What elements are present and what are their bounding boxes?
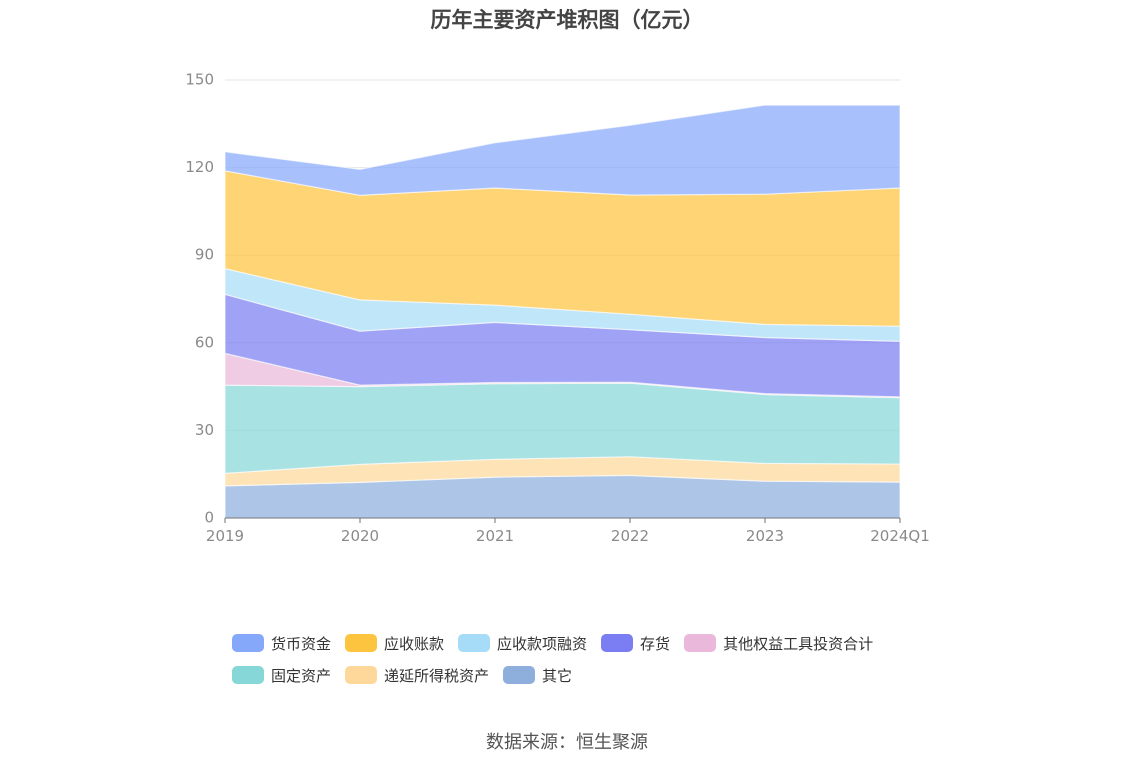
legend-swatch: [601, 634, 634, 652]
data-source: 数据来源：恒生聚源: [486, 732, 648, 753]
legend-swatch: [458, 634, 491, 652]
axes: [224, 517, 901, 523]
x-tick-label: 2020: [341, 527, 379, 545]
legend-label: 其它: [542, 666, 573, 685]
legend-item[interactable]: 其它: [503, 665, 572, 686]
x-tick-label: 2022: [611, 527, 649, 545]
x-tick-label: 2021: [476, 527, 514, 545]
legend-label: 其他权益工具投资合计: [723, 634, 874, 653]
legend-label: 货币资金: [271, 634, 332, 653]
y-tick-label: 90: [195, 246, 214, 264]
legend-swatch: [684, 634, 717, 652]
x-tick-label: 2019: [206, 527, 244, 545]
legend-swatch: [345, 666, 378, 684]
legend-item[interactable]: 存货: [601, 633, 670, 654]
legend-swatch: [503, 666, 536, 684]
legend-row: 固定资产 递延所得税资产 其它: [232, 662, 932, 688]
area-series-货币资金: [224, 104, 901, 196]
legend-row: 货币资金 应收账款 应收款项融资 存货 其他权益工具投资合计: [232, 630, 932, 656]
legend-label: 应收账款: [384, 634, 445, 653]
y-tick-label: 0: [204, 509, 214, 527]
legend-item[interactable]: 货币资金: [232, 633, 331, 654]
legend-label: 固定资产: [271, 666, 332, 685]
legend-item[interactable]: 应收款项融资: [458, 633, 587, 654]
x-tick-label: 2024Q1: [870, 527, 930, 545]
legend-item[interactable]: 递延所得税资产: [345, 665, 489, 686]
x-tick-label: 2023: [746, 527, 784, 545]
legend-label: 存货: [640, 634, 671, 653]
legend-label: 递延所得税资产: [384, 666, 490, 685]
y-tick-labels: 0 30 60 90 120 150: [185, 71, 214, 527]
y-tick-label: 150: [185, 71, 214, 89]
y-tick-label: 60: [195, 333, 214, 351]
legend-item[interactable]: 固定资产: [232, 665, 331, 686]
y-tick-label: 30: [195, 421, 214, 439]
stacked-area-chart: 0 30 60 90 120 150 2019 2020 2021 2022 2023 2024Q1: [185, 71, 930, 546]
legend-swatch: [232, 634, 264, 652]
y-tick-label: 120: [185, 158, 214, 176]
legend: 货币资金 应收账款 应收款项融资 存货 其他权益工具投资合计 固定资产 递延所得税资产 其它: [232, 630, 932, 694]
x-tick-labels: 2019 2020 2021 2022 2023 2024Q1: [206, 527, 930, 545]
legend-item[interactable]: 应收账款: [345, 633, 444, 654]
chart-title: 历年主要资产堆积图（亿元）: [430, 8, 704, 32]
legend-label: 应收款项融资: [497, 634, 588, 653]
legend-swatch: [345, 634, 378, 652]
area-series: [224, 104, 901, 519]
legend-item[interactable]: 其他权益工具投资合计: [684, 633, 873, 654]
legend-swatch: [232, 666, 264, 684]
